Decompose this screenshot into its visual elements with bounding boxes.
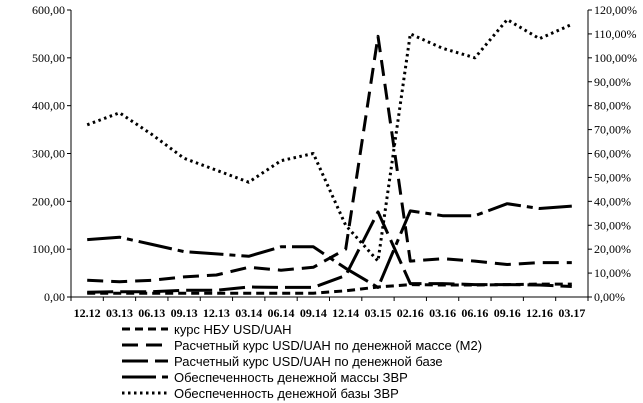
- right-y-tick-label: 100,00%: [594, 51, 637, 65]
- left-y-tick-label: 300,00: [32, 147, 65, 161]
- right-y-tick-label: 80,00%: [594, 99, 631, 113]
- left-y-tick-label: 600,00: [32, 3, 65, 17]
- x-tick-label: 03.13: [106, 306, 133, 320]
- x-tick-label: 06.14: [268, 306, 295, 320]
- x-tick-label: 09.13: [171, 306, 198, 320]
- right-y-tick-label: 60,00%: [594, 147, 631, 161]
- right-y-tick-label: 50,00%: [594, 170, 631, 184]
- right-y-tick-label: 90,00%: [594, 75, 631, 89]
- x-tick-label: 03.15: [364, 306, 391, 320]
- left-y-tick-label: 200,00: [32, 194, 65, 208]
- left-y-tick-labels: 0,00 100,00 200,00 300,00 400,00 500,00 600,00: [32, 3, 71, 304]
- legend-label: курс НБУ USD/UAH: [174, 322, 292, 337]
- x-tick-label: 03.14: [235, 306, 262, 320]
- left-y-tick-label: 100,00: [32, 242, 65, 256]
- right-y-tick-label: 120,00%: [594, 3, 637, 17]
- left-y-tick-label: 400,00: [32, 99, 65, 113]
- series-line-5: [86, 18, 573, 263]
- legend-label: Расчетный курс USD/UAH по денежной базе: [174, 354, 443, 369]
- right-y-tick-labels: 0,00% 10,00% 20,00% 30,00% 40,00% 50,00% 60,00…: [588, 3, 637, 304]
- x-tick-label: 09.14: [300, 306, 327, 320]
- x-tick-label: 12.14: [332, 306, 359, 320]
- series-line-1: [87, 282, 572, 295]
- x-tick-label: 09.16: [494, 306, 521, 320]
- x-tick-label: 12.16: [526, 306, 553, 320]
- right-y-tick-label: 70,00%: [594, 123, 631, 137]
- series-layer: [86, 18, 573, 295]
- right-y-tick-label: 30,00%: [594, 218, 631, 232]
- right-y-tick-label: 10,00%: [594, 266, 631, 280]
- x-tick-labels: 12.12 03.13 06.13 09.13 12.13 03.14 06.14 09.14…: [70, 297, 589, 320]
- x-tick-label: 03.16: [429, 306, 456, 320]
- series-line-4: [87, 202, 572, 289]
- right-y-tick-label: 0,00%: [594, 290, 625, 304]
- x-tick-label: 06.16: [461, 306, 488, 320]
- x-tick-label: 03.17: [558, 306, 585, 320]
- legend-label: Обеспеченность денежной массы ЗВР: [174, 370, 408, 385]
- x-tick-label: 02.16: [397, 306, 424, 320]
- right-y-tick-label: 110,00%: [594, 27, 637, 41]
- x-tick-label: 06.13: [138, 306, 165, 320]
- x-tick-label: 12.13: [203, 306, 230, 320]
- left-y-tick-label: 0,00: [44, 290, 65, 304]
- left-y-tick-label: 500,00: [32, 51, 65, 65]
- right-y-tick-label: 40,00%: [594, 194, 631, 208]
- legend-label: Расчетный курс USD/UAH по денежной массе…: [174, 338, 482, 353]
- legend-label: Обеспеченность денежной базы ЗВР: [174, 386, 399, 401]
- axes: [70, 10, 589, 298]
- series-line-3: [87, 210, 572, 294]
- right-y-tick-label: 20,00%: [594, 242, 631, 256]
- x-tick-label: 12.12: [74, 306, 101, 320]
